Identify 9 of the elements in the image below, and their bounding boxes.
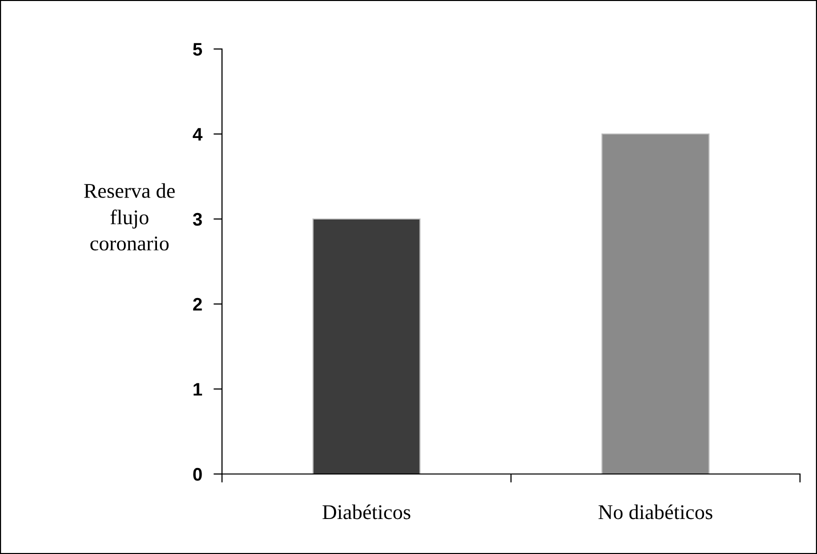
y-axis-title: Reserva de flujo coronario (84, 183, 175, 250)
x-tick-label: Diabéticos (322, 504, 410, 520)
y-tick-label: 2 (193, 298, 202, 311)
y-tick-label: 4 (192, 128, 202, 141)
y-tick-label: 3 (192, 212, 202, 226)
y-tick-label: 5 (193, 43, 202, 56)
x-tick-label: No diabéticos (598, 504, 712, 520)
y-tick-label: 0 (193, 468, 202, 481)
y-tick-label: 1 (194, 383, 202, 396)
